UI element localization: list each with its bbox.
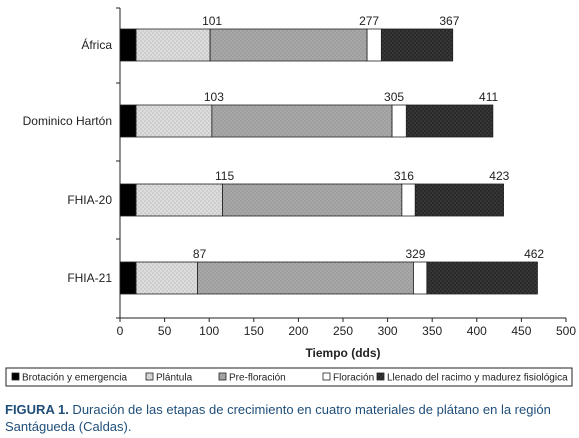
legend-entry: Plántula — [156, 373, 193, 384]
bar-segment — [366, 28, 382, 62]
data-label: 305 — [384, 90, 404, 104]
data-label: 329 — [405, 247, 425, 261]
bar-segment — [426, 261, 538, 295]
data-label: 367 — [439, 14, 459, 28]
x-tick-label: 250 — [333, 324, 353, 338]
x-tick-label: 450 — [511, 324, 531, 338]
data-label: 411 — [479, 90, 498, 104]
bar-segment — [119, 183, 137, 217]
category-label: FHIA-21 — [67, 271, 112, 285]
legend-entry: Pre-floración — [229, 373, 286, 384]
bar-segment — [119, 104, 137, 138]
bar-segment — [222, 183, 403, 217]
bar-segment — [401, 183, 416, 217]
data-label: 316 — [394, 169, 414, 183]
data-label: 462 — [524, 247, 544, 261]
bar-segment — [135, 104, 213, 138]
data-label: 87 — [193, 247, 207, 261]
legend: Brotación y emergencia Plántula Pre-florac… — [5, 367, 573, 387]
x-tick-label: 0 — [117, 324, 124, 338]
legend-box — [5, 367, 573, 387]
x-tick-label: 200 — [288, 324, 308, 338]
legend-entry: Llenado del racimo y madurez fisiológica — [387, 373, 568, 384]
bar-segment — [380, 28, 454, 62]
legend-entry: Floración — [333, 373, 374, 384]
x-tick-label: 300 — [378, 324, 398, 338]
category-label: África — [81, 37, 112, 52]
legend-swatch — [322, 372, 331, 381]
x-tick-label: 100 — [199, 324, 219, 338]
bar-segment — [211, 104, 393, 138]
caption-label: FIGURA 1. — [5, 402, 69, 417]
bar-segment — [135, 28, 211, 62]
x-tick-label: 500 — [556, 324, 576, 338]
x-tick-label: 50 — [158, 324, 172, 338]
legend-swatch — [11, 372, 20, 381]
plot-area: 0 50 100 150 200 250 300 350 400 450 500 Tiempo (dd… — [23, 7, 576, 360]
legend-entry: Brotación y emergencia — [22, 373, 127, 384]
legend-swatch — [145, 372, 154, 381]
x-tick-label: 400 — [467, 324, 487, 338]
bar-segment — [391, 104, 407, 138]
x-axis-label: Tiempo (dds) — [305, 346, 380, 360]
x-tick-label: 350 — [422, 324, 442, 338]
category-label: Dominico Hartón — [23, 114, 112, 128]
x-tick-label: 150 — [244, 324, 264, 338]
bar-segment — [119, 28, 137, 62]
data-label: 115 — [215, 169, 234, 183]
category-label: FHIA-20 — [67, 193, 112, 207]
legend-swatch — [376, 372, 385, 381]
bar-segment — [135, 261, 199, 295]
caption-text: Duración de las etapas de crecimiento en… — [5, 402, 551, 434]
bar-segment — [197, 261, 414, 295]
bar-segment — [135, 183, 223, 217]
legend-swatch — [218, 372, 227, 381]
bar-segment — [405, 104, 494, 138]
bar-segment — [119, 261, 137, 295]
figure-caption: FIGURA 1. Duración de las etapas de crec… — [5, 401, 575, 435]
data-label: 423 — [489, 169, 509, 183]
bar-segment — [209, 28, 368, 62]
data-label: 103 — [204, 90, 224, 104]
data-label: 277 — [359, 14, 379, 28]
bar-segment — [413, 261, 428, 295]
data-label: 101 — [202, 14, 222, 28]
bar-segment — [414, 183, 504, 217]
